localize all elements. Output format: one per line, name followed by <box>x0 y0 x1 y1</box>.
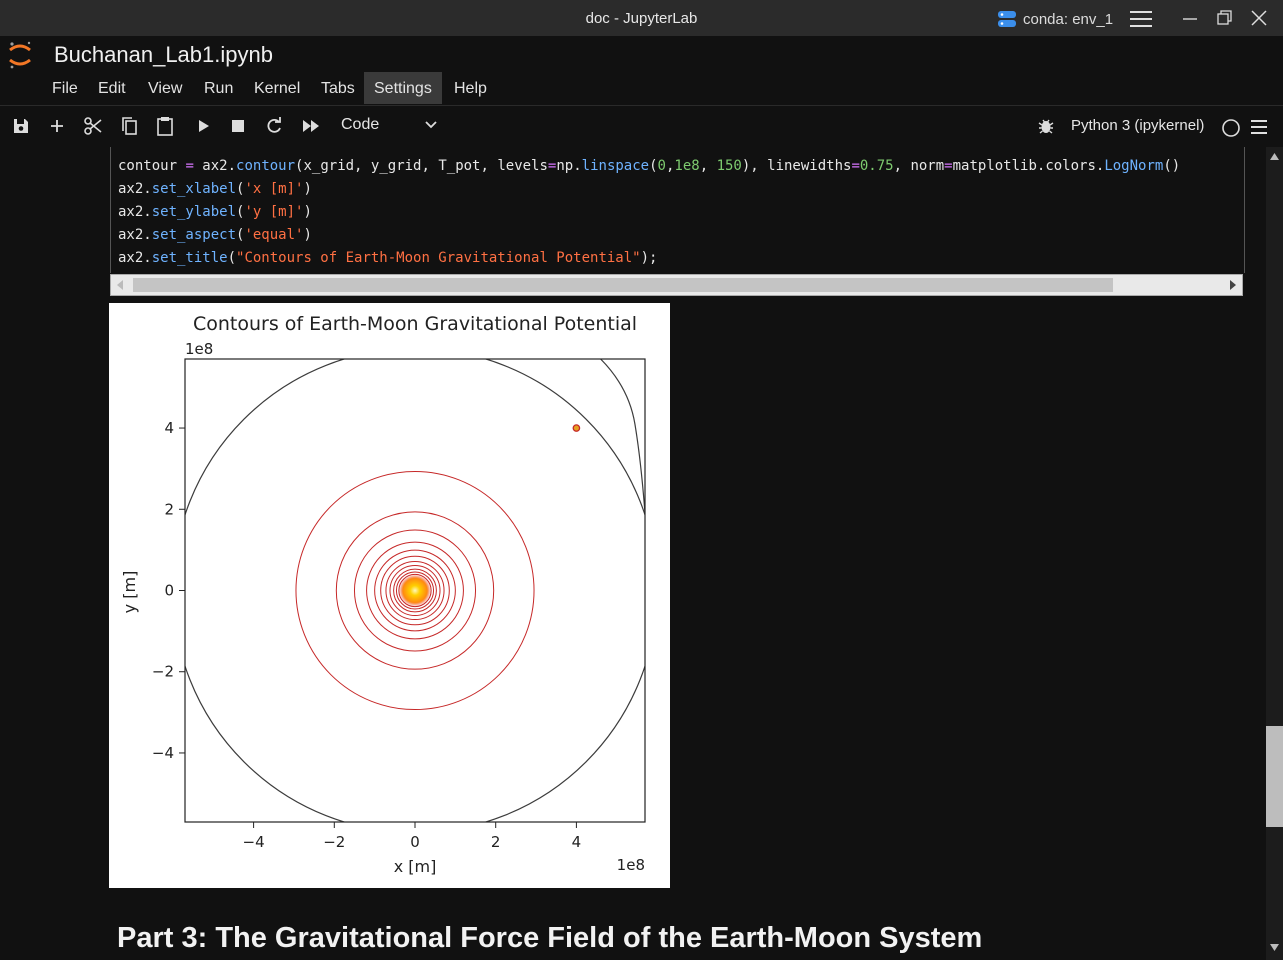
x-axis: −4 −2 0 2 4 <box>243 822 582 851</box>
conda-env-label: conda: env_1 <box>1023 10 1114 28</box>
jupyter-logo-icon <box>9 41 31 69</box>
y-tick-label: 0 <box>164 582 174 600</box>
interrupt-kernel-button[interactable] <box>227 115 249 137</box>
scroll-left-icon[interactable] <box>116 280 124 290</box>
y-tick-label: −2 <box>152 663 174 681</box>
scissors-icon <box>84 117 102 135</box>
x-tick-label: −4 <box>243 833 265 851</box>
x-tick-label: −2 <box>323 833 345 851</box>
save-button[interactable] <box>10 115 32 137</box>
menu-bar <box>0 72 1283 104</box>
save-icon <box>14 119 28 133</box>
earth-contour-ring <box>353 529 477 652</box>
menu-settings[interactable]: Settings <box>364 72 442 104</box>
x-axis-label: x [m] <box>394 857 437 876</box>
x-offset-label: 1e8 <box>617 856 645 874</box>
earth-contour-ring <box>389 564 441 617</box>
earth-core <box>398 574 432 607</box>
x-tick-label: 0 <box>410 833 420 851</box>
code-line-2: ax2.set_xlabel('x [m]') <box>118 181 312 197</box>
scroll-down-icon[interactable] <box>1270 944 1279 951</box>
earth-contour-ring <box>335 511 495 670</box>
y-tick-label: 4 <box>164 419 174 437</box>
restart-run-all-button[interactable] <box>300 115 322 137</box>
section-heading: Part 3: The Gravitational Force Field of… <box>117 922 983 954</box>
menu-tabs[interactable]: Tabs <box>321 80 355 97</box>
scroll-right-icon[interactable] <box>1229 280 1237 290</box>
paste-button[interactable] <box>154 115 176 137</box>
insert-cell-button[interactable] <box>46 115 68 137</box>
run-cell-button[interactable] <box>192 115 214 137</box>
menu-view[interactable]: View <box>148 80 183 97</box>
clipboard-icon <box>157 117 173 136</box>
chevron-down-icon[interactable] <box>424 118 438 132</box>
earth-contour-ring <box>395 571 435 610</box>
conda-env-indicator[interactable]: conda: env_1 <box>997 9 1113 29</box>
contour-lines <box>185 359 645 822</box>
earth-contour-ring <box>374 549 456 632</box>
code-line-1: contour = ax2.contour(x_grid, y_grid, T_… <box>118 158 1181 174</box>
cut-button[interactable] <box>82 115 104 137</box>
earth-contour-ring <box>385 560 445 621</box>
notebook-toolbar <box>0 105 1283 148</box>
menu-file[interactable]: File <box>52 80 78 97</box>
property-inspector-icon[interactable] <box>1251 120 1267 136</box>
scrollbar-thumb[interactable] <box>133 278 1113 292</box>
x-tick-label: 4 <box>572 833 582 851</box>
kernel-name[interactable]: Python 3 (ipykernel) <box>1071 117 1205 134</box>
code-line-4: ax2.set_aspect('equal') <box>118 227 312 243</box>
menu-help[interactable]: Help <box>454 80 487 97</box>
copy-button[interactable] <box>118 115 140 137</box>
code-horizontal-scrollbar[interactable] <box>110 274 1243 296</box>
copy-icon <box>122 117 137 135</box>
code-line-3: ax2.set_ylabel('y [m]') <box>118 204 312 220</box>
y-offset-label: 1e8 <box>185 340 213 358</box>
x-tick-label: 2 <box>491 833 501 851</box>
database-icon <box>998 11 1016 27</box>
plus-icon <box>51 120 63 132</box>
plot-title: Contours of Earth-Moon Gravitational Pot… <box>193 313 637 335</box>
moon-lobe-contour <box>600 359 645 514</box>
app-menu-icon[interactable] <box>1130 11 1152 27</box>
restart-kernel-button[interactable] <box>263 115 285 137</box>
bug-icon <box>1038 119 1054 134</box>
refresh-icon <box>267 117 281 133</box>
contour-plot-output: Contours of Earth-Moon Gravitational Pot… <box>109 303 670 888</box>
code-line-5: ax2.set_title("Contours of Earth-Moon Gr… <box>118 250 658 266</box>
notebook-vertical-scrollbar[interactable] <box>1266 147 1283 960</box>
stop-icon <box>232 120 244 132</box>
fast-forward-icon <box>303 120 319 132</box>
kernel-status-icon <box>1222 119 1240 137</box>
menu-edit[interactable]: Edit <box>98 80 126 97</box>
y-axis-label: y [m] <box>120 571 139 614</box>
notebook-title-row <box>0 36 1283 76</box>
notebook-title[interactable]: Buchanan_Lab1.ipynb <box>54 42 273 67</box>
moon-marker <box>572 424 581 432</box>
cell-type-select[interactable]: Code <box>341 116 380 133</box>
scrollbar-thumb[interactable] <box>1266 726 1283 827</box>
y-tick-label: −4 <box>152 744 174 762</box>
play-icon <box>199 120 209 132</box>
earth-contour-ring <box>295 470 535 711</box>
earth-contour-ring <box>393 568 437 613</box>
window-title: doc - JupyterLab <box>585 10 698 27</box>
debugger-button[interactable] <box>1035 115 1057 137</box>
menu-kernel[interactable]: Kernel <box>254 80 301 97</box>
earth-contour-ring <box>366 541 464 640</box>
y-axis: 4 2 0 −2 −4 <box>152 419 185 762</box>
restore-icon[interactable] <box>1214 8 1234 28</box>
menu-run[interactable]: Run <box>204 80 234 97</box>
contour-plot: Contours of Earth-Moon Gravitational Pot… <box>120 313 646 876</box>
window-title-bar: doc - JupyterLab <box>0 0 1283 36</box>
minimize-icon[interactable] <box>1180 8 1200 28</box>
scroll-up-icon[interactable] <box>1270 153 1279 160</box>
close-icon[interactable] <box>1249 8 1269 28</box>
earth-contour-ring <box>380 555 450 626</box>
y-tick-label: 2 <box>164 500 174 518</box>
code-cell-editor[interactable]: contour = ax2.contour(x_grid, y_grid, T_… <box>110 147 1245 273</box>
